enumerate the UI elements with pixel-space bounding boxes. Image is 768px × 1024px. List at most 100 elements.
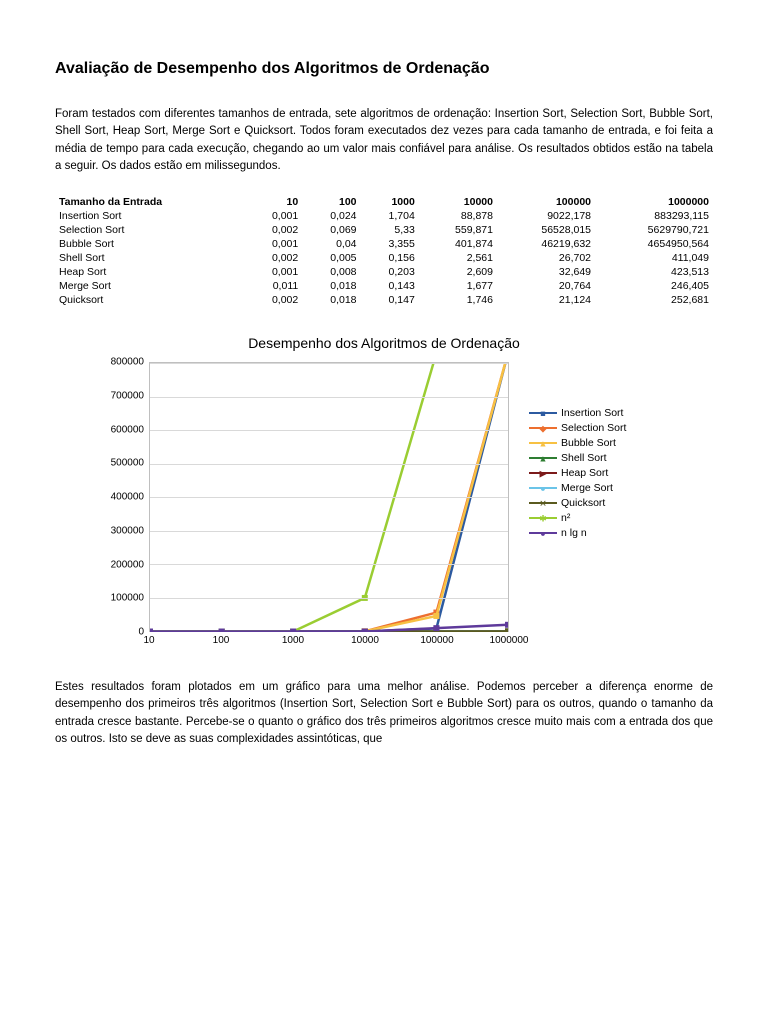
value-cell: 0,156 xyxy=(361,251,419,265)
series-marker xyxy=(362,629,368,632)
value-cell: 0,011 xyxy=(244,279,302,293)
value-cell: 0,203 xyxy=(361,265,419,279)
table-row: Shell Sort0,0020,0050,1562,56126,702411,… xyxy=(55,251,713,265)
gridline xyxy=(150,564,508,565)
results-table: Tamanho da Entrada1010010001000010000010… xyxy=(55,195,713,307)
legend-item: ▶ Heap Sort xyxy=(529,467,626,479)
legend-label: Bubble Sort xyxy=(561,437,616,449)
series-marker xyxy=(290,629,296,632)
legend-marker-icon: ■ xyxy=(540,410,545,419)
value-cell: 0,018 xyxy=(302,293,360,307)
table-row: Merge Sort0,0110,0180,1431,67720,764246,… xyxy=(55,279,713,293)
x-tick-label: 10000 xyxy=(351,635,379,646)
legend-swatch: ✕ xyxy=(529,498,557,508)
gridline xyxy=(150,598,508,599)
value-cell: 0,002 xyxy=(244,293,302,307)
value-cell: 9022,178 xyxy=(497,209,595,223)
table-header-size: 10000 xyxy=(419,195,497,209)
value-cell: 0,147 xyxy=(361,293,419,307)
y-tick-label: 800000 xyxy=(111,357,144,368)
table-row: Heap Sort0,0010,0080,2032,60932,649423,5… xyxy=(55,265,713,279)
value-cell: 21,124 xyxy=(497,293,595,307)
legend-label: Quicksort xyxy=(561,497,605,509)
page-title: Avaliação de Desempenho dos Algoritmos d… xyxy=(55,60,713,78)
x-tick-label: 10 xyxy=(143,635,154,646)
legend-swatch: ● xyxy=(529,528,557,538)
value-cell: 2,609 xyxy=(419,265,497,279)
legend-swatch: ✱ xyxy=(529,513,557,523)
legend-item: ●Merge Sort xyxy=(529,482,626,494)
y-tick-label: 100000 xyxy=(111,593,144,604)
series-marker xyxy=(433,613,439,619)
value-cell: 411,049 xyxy=(595,251,713,265)
gridline xyxy=(150,430,508,431)
value-cell: 56528,015 xyxy=(497,223,595,237)
legend-item: ▲Bubble Sort xyxy=(529,437,626,449)
value-cell: 4654950,564 xyxy=(595,237,713,251)
value-cell: 1,704 xyxy=(361,209,419,223)
table-header-size: 10 xyxy=(244,195,302,209)
series-marker xyxy=(505,628,508,631)
legend-swatch: ■ xyxy=(529,408,557,418)
series-marker xyxy=(150,629,153,632)
legend-item: ✱ n² xyxy=(529,512,626,524)
table-header-size: 100 xyxy=(302,195,360,209)
gridline xyxy=(150,464,508,465)
value-cell: 46219,632 xyxy=(497,237,595,251)
value-cell: 0,143 xyxy=(361,279,419,293)
y-tick-label: 300000 xyxy=(111,525,144,536)
legend-marker-icon: ◆ xyxy=(540,425,547,434)
value-cell: 0,005 xyxy=(302,251,360,265)
legend-label: Shell Sort xyxy=(561,452,607,464)
algo-name-cell: Merge Sort xyxy=(55,279,244,293)
intro-paragraph: Foram testados com diferentes tamanhos d… xyxy=(55,106,713,175)
legend-label: Heap Sort xyxy=(561,467,608,479)
value-cell: 32,649 xyxy=(497,265,595,279)
value-cell: 0,001 xyxy=(244,237,302,251)
value-cell: 0,04 xyxy=(302,237,360,251)
y-tick-label: 400000 xyxy=(111,492,144,503)
value-cell: 1,677 xyxy=(419,279,497,293)
table-row: Selection Sort0,0020,0695,33559,87156528… xyxy=(55,223,713,237)
value-cell: 0,001 xyxy=(244,265,302,279)
legend-label: Selection Sort xyxy=(561,422,626,434)
gridline xyxy=(150,531,508,532)
value-cell: 5,33 xyxy=(361,223,419,237)
legend-item: ●n lg n xyxy=(529,527,626,539)
legend-label: n² xyxy=(561,512,570,524)
legend-swatch: ▲ xyxy=(529,453,557,463)
algo-name-cell: Bubble Sort xyxy=(55,237,244,251)
series-marker xyxy=(219,629,225,632)
series-marker xyxy=(505,622,508,628)
value-cell: 5629790,721 xyxy=(595,223,713,237)
value-cell: 559,871 xyxy=(419,223,497,237)
legend-marker-icon: ✱ xyxy=(539,515,547,524)
closing-paragraph: Estes resultados foram plotados em um gr… xyxy=(55,679,713,748)
value-cell: 26,702 xyxy=(497,251,595,265)
table-header-size: 100000 xyxy=(497,195,595,209)
legend-marker-icon: ● xyxy=(540,530,545,539)
value-cell: 883293,115 xyxy=(595,209,713,223)
legend-item: ✕ Quicksort xyxy=(529,497,626,509)
value-cell: 423,513 xyxy=(595,265,713,279)
algo-name-cell: Heap Sort xyxy=(55,265,244,279)
legend-marker-icon: ▲ xyxy=(539,455,548,464)
value-cell: 401,874 xyxy=(419,237,497,251)
table-row: Quicksort0,0020,0180,1471,74621,124252,6… xyxy=(55,293,713,307)
table-row: Insertion Sort0,0010,0241,70488,8789022,… xyxy=(55,209,713,223)
table-row: Bubble Sort0,0010,043,355401,87446219,63… xyxy=(55,237,713,251)
legend-marker-icon: ▶ xyxy=(540,470,547,479)
legend-item: ◆ Selection Sort xyxy=(529,422,626,434)
value-cell: 2,561 xyxy=(419,251,497,265)
value-cell: 0,018 xyxy=(302,279,360,293)
legend-label: Insertion Sort xyxy=(561,407,623,419)
gridline xyxy=(150,363,508,364)
value-cell: 88,878 xyxy=(419,209,497,223)
value-cell: 0,069 xyxy=(302,223,360,237)
y-tick-label: 500000 xyxy=(111,458,144,469)
legend-swatch: ▶ xyxy=(529,468,557,478)
y-tick-label: 700000 xyxy=(111,390,144,401)
chart-title: Desempenho dos Algoritmos de Ordenação xyxy=(94,335,674,351)
value-cell: 0,008 xyxy=(302,265,360,279)
value-cell: 0,002 xyxy=(244,223,302,237)
